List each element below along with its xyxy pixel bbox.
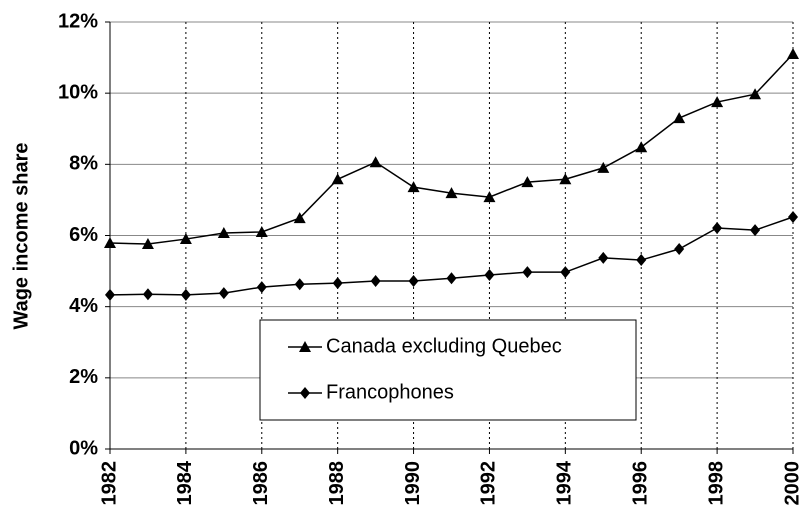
triangle-marker (483, 191, 496, 203)
triangle-marker (749, 88, 762, 100)
diamond-marker (598, 251, 609, 264)
triangle-marker (369, 156, 382, 168)
diamond-marker (300, 387, 310, 399)
triangle-marker (255, 225, 268, 237)
triangle-marker (141, 238, 154, 250)
diamond-marker (560, 266, 571, 279)
diamond-marker (408, 275, 419, 288)
x-tick-label: 1998 (705, 461, 727, 506)
x-tick-label: 1992 (478, 461, 500, 506)
diamond-marker (142, 288, 153, 301)
y-tick-label: 8% (69, 153, 98, 175)
y-tick-label: 4% (69, 295, 98, 317)
triangle-marker (445, 187, 458, 199)
diamond-marker (294, 278, 305, 291)
x-tick-label: 1982 (98, 461, 120, 506)
y-tick-label: 0% (69, 437, 98, 459)
diamond-marker (370, 275, 381, 288)
legend-label: Francophones (326, 381, 454, 403)
diamond-marker (446, 272, 457, 285)
triangle-marker (787, 48, 799, 60)
legend-box (259, 319, 637, 421)
y-axis-title: Wage income share (10, 142, 32, 329)
diamond-marker (218, 287, 229, 300)
diamond-marker (522, 266, 533, 279)
x-tick-label: 1996 (630, 461, 652, 506)
triangle-marker (635, 141, 648, 153)
legend-label: Canada excluding Quebec (326, 335, 562, 357)
x-tick-label: 1994 (554, 460, 576, 505)
triangle-marker (299, 341, 311, 352)
triangle-marker (407, 181, 420, 193)
triangle-marker (673, 112, 686, 124)
x-tick-label: 1990 (402, 461, 424, 506)
triangle-marker (559, 173, 572, 185)
diamond-marker (788, 210, 798, 223)
y-tick-label: 2% (69, 366, 98, 388)
triangle-marker (331, 173, 344, 185)
diamond-marker (636, 254, 647, 267)
y-tick-label: 12% (58, 10, 98, 32)
diamond-marker (180, 288, 191, 301)
diamond-marker (712, 222, 723, 235)
y-tick-label: 10% (58, 81, 98, 103)
x-tick-label: 1988 (326, 461, 348, 506)
diamond-marker (484, 268, 495, 281)
triangle-marker (179, 233, 192, 245)
triangle-marker (293, 212, 306, 224)
x-tick-label: 1986 (250, 461, 272, 506)
triangle-marker (597, 161, 610, 173)
triangle-marker (521, 176, 534, 188)
diamond-marker (750, 224, 761, 237)
y-tick-label: 6% (69, 224, 98, 246)
triangle-marker (711, 96, 724, 108)
diamond-marker (256, 281, 267, 294)
triangle-marker (104, 236, 116, 248)
diamond-marker (674, 243, 685, 256)
x-tick-label: 1984 (174, 460, 196, 505)
x-tick-label: 2000 (781, 461, 801, 506)
diamond-marker (105, 288, 115, 301)
triangle-marker (217, 227, 230, 239)
diamond-marker (332, 277, 343, 290)
